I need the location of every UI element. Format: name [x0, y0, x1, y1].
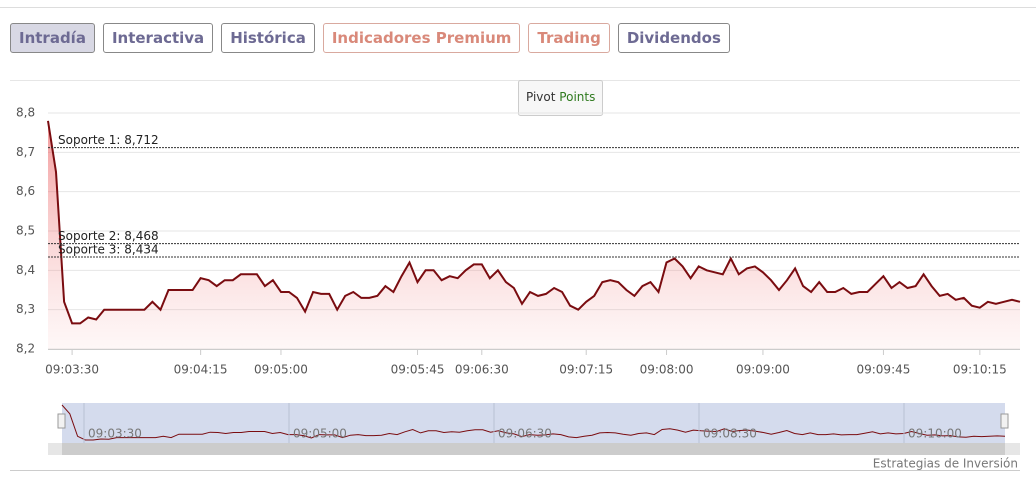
- navigator-mask[interactable]: [62, 403, 1005, 443]
- support-label: Soporte 3: 8,434: [58, 242, 159, 256]
- tab[interactable]: Interactiva: [102, 23, 214, 53]
- x-tick-label: 09:05:00: [254, 363, 308, 377]
- x-tick-label: 09:10:15: [953, 363, 1007, 377]
- tab[interactable]: Trading: [528, 23, 610, 53]
- y-tick-label: 8,5: [16, 224, 35, 238]
- pivot-word[interactable]: Pivot: [526, 90, 556, 104]
- x-tick-label: 09:04:15: [174, 363, 228, 377]
- x-tick-label: 09:07:15: [559, 363, 613, 377]
- tab[interactable]: Dividendos: [617, 23, 730, 53]
- x-tick-label: 09:09:45: [856, 363, 910, 377]
- tab[interactable]: Indicadores Premium: [322, 23, 521, 53]
- y-tick-label: 8,6: [16, 184, 35, 198]
- points-word[interactable]: Points: [559, 90, 595, 104]
- pivot-label[interactable]: Pivot Points: [526, 90, 595, 104]
- navigator-line: [61, 404, 1006, 441]
- x-tick-label: 09:09:00: [736, 363, 790, 377]
- navigator-label: 09:05:00: [293, 427, 347, 441]
- navigator-handle[interactable]: [57, 413, 66, 429]
- y-tick-label: 8,2: [16, 342, 35, 356]
- support-label: Soporte 1: 8,712: [58, 133, 159, 147]
- y-tick-label: 8,3: [16, 302, 35, 316]
- y-tick-label: 8,8: [16, 106, 35, 120]
- navigator-label: 09:08:30: [703, 427, 757, 441]
- credit: Estrategias de Inversión: [873, 457, 1018, 471]
- area: [48, 120, 1020, 350]
- support-label: Soporte 2: 8,468: [58, 229, 159, 243]
- x-tick-label: 09:06:30: [455, 363, 509, 377]
- navigator-label: 09:06:30: [498, 427, 552, 441]
- tab[interactable]: Intradía: [10, 23, 95, 53]
- navigator-label: 09:03:30: [88, 427, 142, 441]
- scrollbar-thumb[interactable]: [62, 443, 1005, 455]
- navigator-label: 09:10:00: [908, 427, 962, 441]
- pivot-button-box[interactable]: [518, 80, 603, 116]
- x-tick-label: 09:08:00: [640, 363, 694, 377]
- navigator-handle[interactable]: [1000, 413, 1009, 429]
- y-tick-label: 8,7: [16, 145, 35, 159]
- x-tick-label: 09:03:30: [45, 363, 99, 377]
- tab[interactable]: Histórica: [221, 23, 315, 53]
- x-tick-label: 09:05:45: [391, 363, 445, 377]
- tab-bar: Intradía Interactiva Histórica Indicador…: [10, 23, 730, 53]
- y-tick-label: 8,4: [16, 263, 35, 277]
- line: [47, 120, 1021, 325]
- pivot-button[interactable]: Pivot Points: [518, 80, 603, 116]
